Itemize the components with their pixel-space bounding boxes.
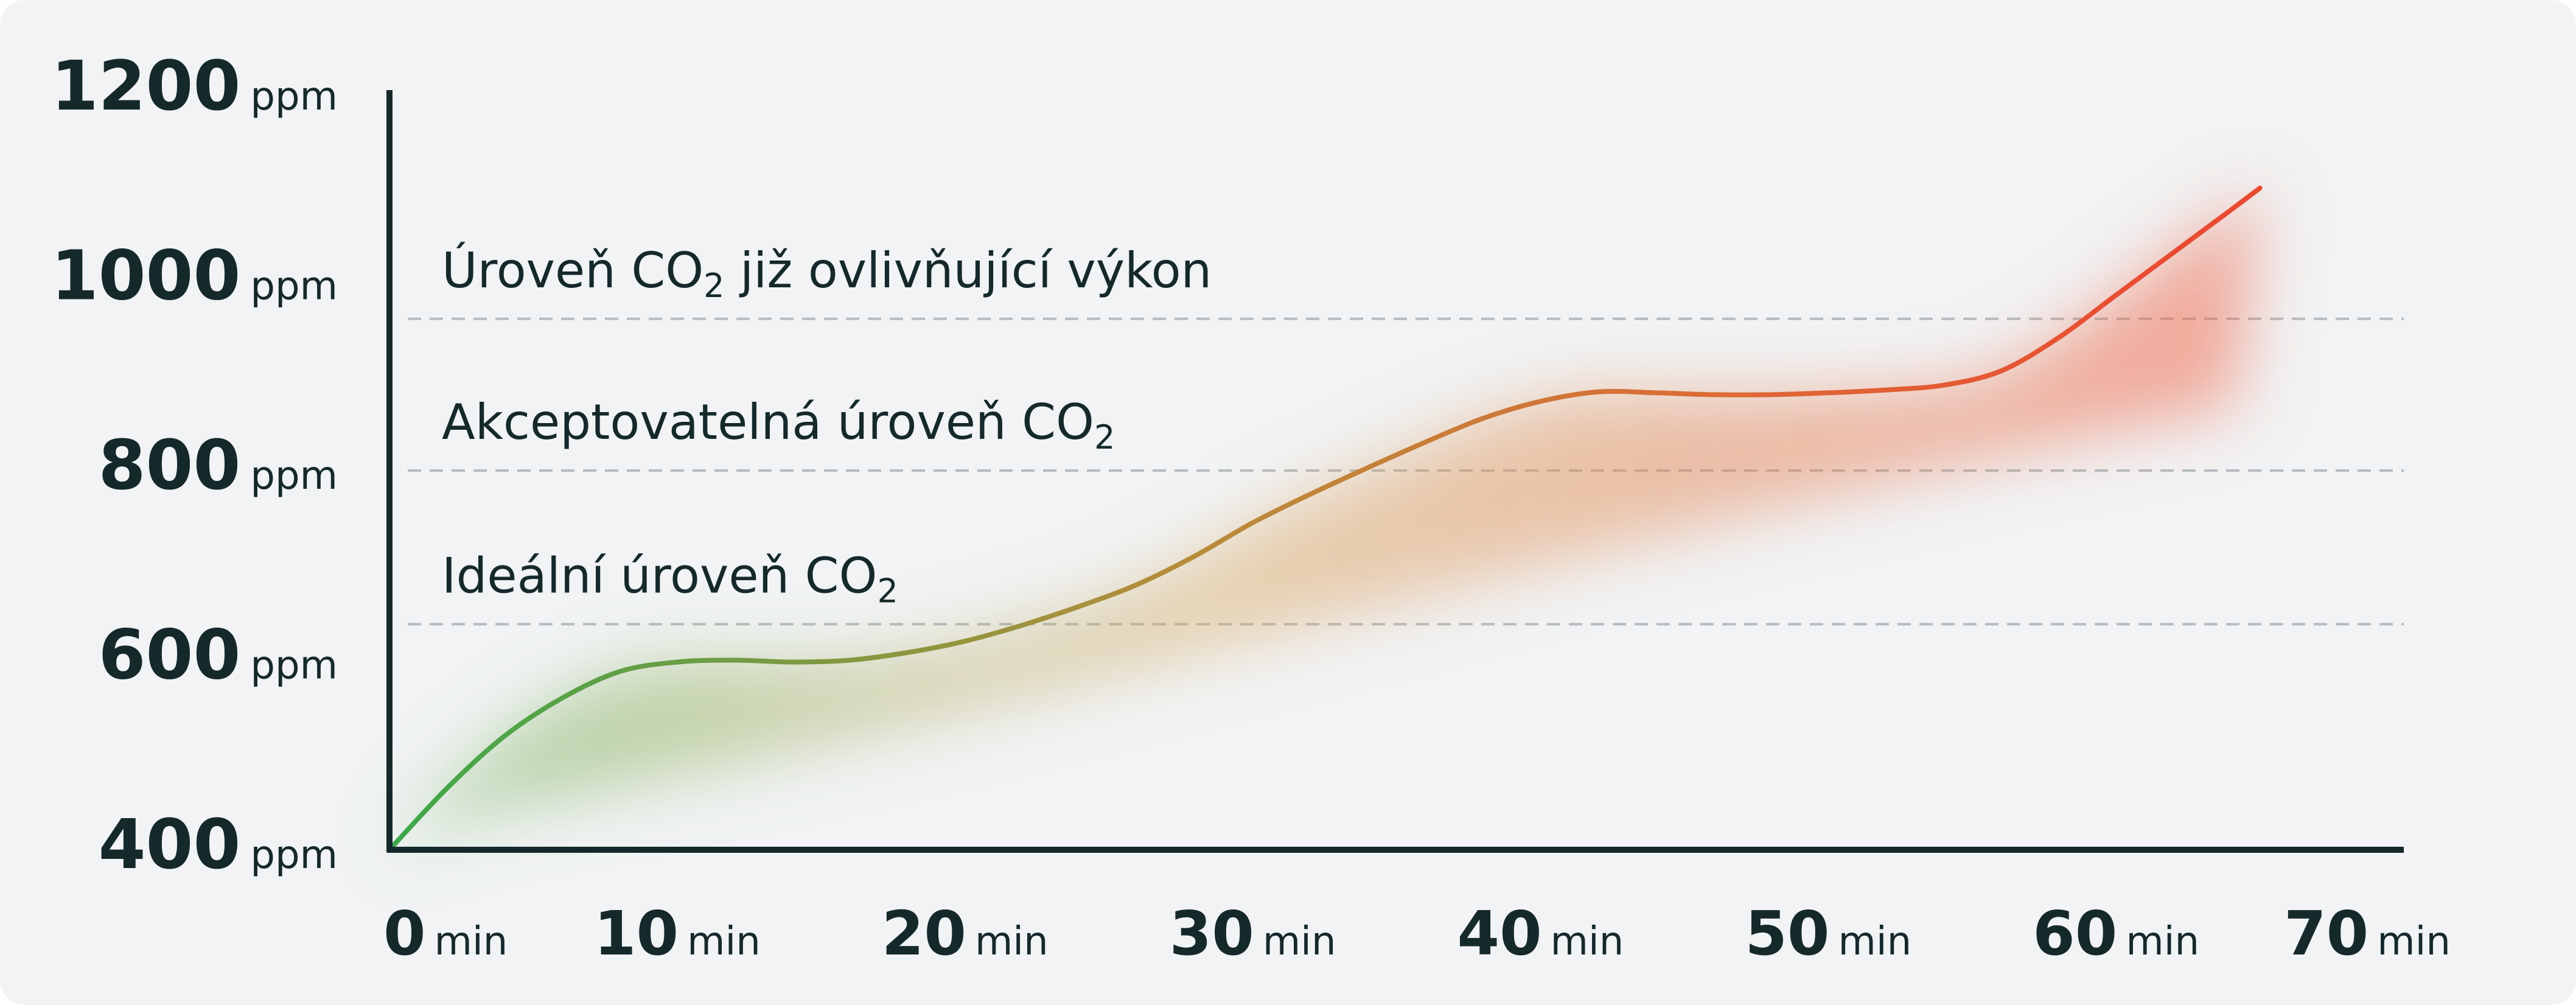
y-tick-label-600: 600 ppm: [99, 616, 338, 695]
y-tick-label-800: 800 ppm: [99, 426, 338, 505]
threshold-label-0: Úroveň CO2 již ovlivňující výkon: [442, 242, 1212, 305]
x-tick-labels: 0 min 10 min 20 min 30 min 40 min 50 min 60 min 70 min: [383, 898, 2451, 969]
x-tick-label-40: 40 min: [1457, 898, 1624, 969]
x-tick-label-20: 20 min: [882, 898, 1049, 969]
threshold-labels: Úroveň CO2 již ovlivňující výkon Akceptov…: [442, 242, 1212, 611]
x-tick-label-30: 30 min: [1170, 898, 1336, 969]
x-tick-label-50: 50 min: [1745, 898, 1911, 969]
series-line: [387, 185, 2263, 852]
y-tick-labels: 400 ppm 600 ppm 800 ppm 1000 ppm 1200 ppm: [51, 47, 338, 884]
threshold-label-1: Akceptovatelná úroveň CO2: [442, 394, 1115, 457]
y-tick-label-1200: 1200 ppm: [51, 47, 338, 126]
area-glow: [389, 187, 2260, 850]
x-tick-label-70: 70 min: [2284, 898, 2451, 969]
y-tick-label-1000: 1000 ppm: [51, 237, 338, 316]
x-tick-label-60: 60 min: [2033, 898, 2199, 969]
threshold-label-2: Ideální úroveň CO2: [442, 547, 898, 610]
x-tick-label-10: 10 min: [594, 898, 761, 969]
series-area-glow: [389, 187, 2260, 850]
y-tick-label-400: 400 ppm: [99, 805, 338, 884]
series-line-layer: [387, 185, 2263, 852]
axes: [386, 90, 2404, 853]
x-tick-label-0: 0 min: [383, 898, 508, 969]
